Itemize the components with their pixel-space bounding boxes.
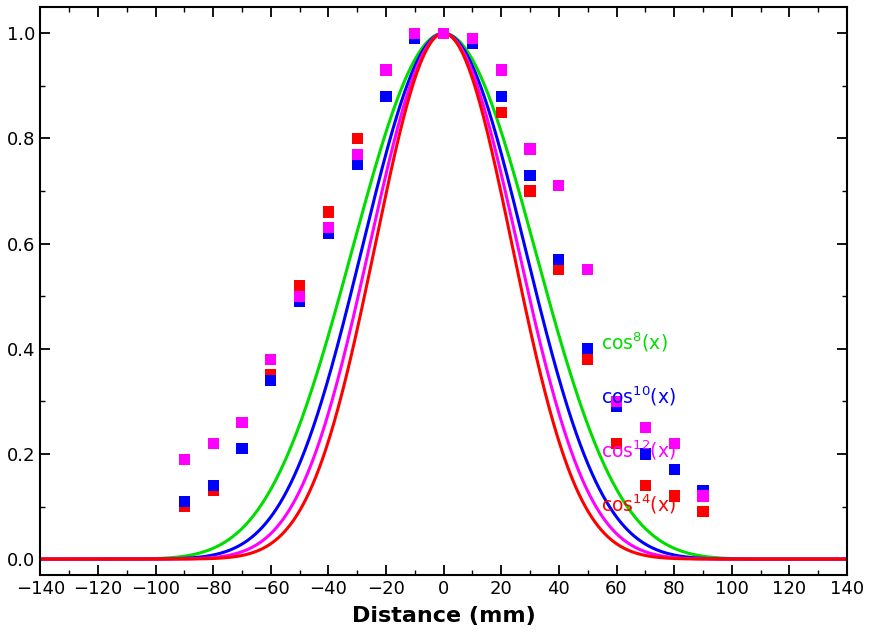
- Point: [379, 91, 393, 101]
- Point: [523, 170, 537, 180]
- Point: [379, 65, 393, 75]
- Point: [465, 39, 479, 49]
- Point: [667, 438, 681, 448]
- X-axis label: Distance (mm): Distance (mm): [352, 606, 536, 626]
- Point: [696, 491, 710, 501]
- Point: [696, 506, 710, 517]
- Point: [581, 344, 595, 354]
- Point: [465, 34, 479, 44]
- Point: [321, 207, 335, 217]
- Point: [436, 28, 450, 39]
- Point: [350, 160, 364, 170]
- Point: [235, 444, 249, 454]
- Point: [610, 401, 624, 411]
- Point: [264, 375, 278, 385]
- Point: [495, 91, 509, 101]
- Point: [321, 228, 335, 238]
- Point: [264, 370, 278, 380]
- Point: [408, 34, 422, 44]
- Point: [610, 396, 624, 406]
- Point: [523, 186, 537, 196]
- Point: [293, 296, 307, 306]
- Text: $\mathrm{cos}^{8}(\mathrm{x})$: $\mathrm{cos}^{8}(\mathrm{x})$: [601, 330, 668, 354]
- Point: [293, 280, 307, 291]
- Point: [465, 39, 479, 49]
- Point: [638, 449, 652, 459]
- Point: [206, 486, 220, 496]
- Point: [235, 444, 249, 454]
- Point: [408, 28, 422, 39]
- Point: [495, 107, 509, 117]
- Text: $\mathrm{cos}^{10}(\mathrm{x})$: $\mathrm{cos}^{10}(\mathrm{x})$: [601, 385, 676, 408]
- Point: [293, 291, 307, 301]
- Text: $\mathrm{cos}^{14}(\mathrm{x})$: $\mathrm{cos}^{14}(\mathrm{x})$: [601, 492, 676, 516]
- Point: [436, 28, 450, 39]
- Point: [206, 480, 220, 491]
- Point: [552, 265, 566, 275]
- Point: [178, 454, 192, 464]
- Point: [321, 223, 335, 233]
- Point: [495, 65, 509, 75]
- Point: [379, 65, 393, 75]
- Point: [638, 423, 652, 433]
- Point: [638, 480, 652, 491]
- Point: [178, 501, 192, 511]
- Point: [667, 491, 681, 501]
- Point: [523, 144, 537, 154]
- Text: $\mathrm{cos}^{12}(\mathrm{x})$: $\mathrm{cos}^{12}(\mathrm{x})$: [601, 439, 676, 462]
- Point: [436, 28, 450, 39]
- Point: [581, 265, 595, 275]
- Point: [350, 149, 364, 160]
- Point: [178, 496, 192, 506]
- Point: [264, 354, 278, 365]
- Point: [696, 486, 710, 496]
- Point: [667, 465, 681, 475]
- Point: [408, 34, 422, 44]
- Point: [350, 134, 364, 144]
- Point: [610, 438, 624, 448]
- Point: [206, 438, 220, 448]
- Point: [581, 354, 595, 365]
- Point: [552, 180, 566, 191]
- Point: [235, 417, 249, 427]
- Point: [552, 254, 566, 265]
